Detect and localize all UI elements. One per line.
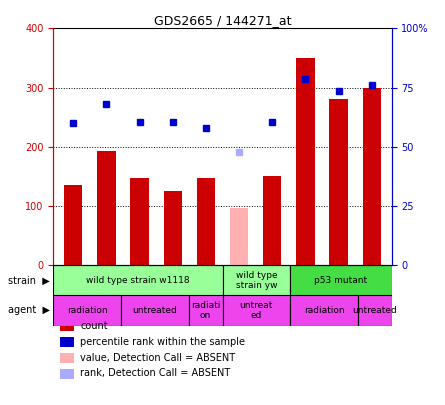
Text: untreat
ed: untreat ed xyxy=(239,301,273,320)
Bar xyxy=(329,99,348,265)
Text: rank, Detection Call = ABSENT: rank, Detection Call = ABSENT xyxy=(81,369,231,379)
FancyBboxPatch shape xyxy=(53,265,222,295)
Bar xyxy=(130,177,149,265)
Text: percentile rank within the sample: percentile rank within the sample xyxy=(81,337,246,347)
Bar xyxy=(60,337,74,347)
Bar xyxy=(60,353,74,363)
Text: radiation: radiation xyxy=(303,306,344,315)
Bar xyxy=(60,369,74,379)
Bar xyxy=(97,151,116,265)
Text: count: count xyxy=(81,320,108,330)
FancyBboxPatch shape xyxy=(189,295,222,326)
FancyBboxPatch shape xyxy=(290,265,392,295)
Title: GDS2665 / 144271_at: GDS2665 / 144271_at xyxy=(154,14,291,27)
Bar xyxy=(164,191,182,265)
Bar xyxy=(263,177,281,265)
FancyBboxPatch shape xyxy=(121,295,189,326)
FancyBboxPatch shape xyxy=(53,295,121,326)
Text: wild type strain w1118: wild type strain w1118 xyxy=(86,276,190,285)
Text: untreated: untreated xyxy=(352,306,397,315)
Text: wild type
strain yw: wild type strain yw xyxy=(235,271,277,290)
Bar xyxy=(64,185,82,265)
Bar xyxy=(363,87,381,265)
FancyBboxPatch shape xyxy=(358,295,392,326)
FancyBboxPatch shape xyxy=(222,295,290,326)
Bar xyxy=(60,321,74,331)
FancyBboxPatch shape xyxy=(290,295,358,326)
Text: strain  ▶: strain ▶ xyxy=(8,275,50,285)
Text: radiation: radiation xyxy=(67,306,108,315)
Text: untreated: untreated xyxy=(133,306,177,315)
Bar xyxy=(197,177,215,265)
Text: agent  ▶: agent ▶ xyxy=(8,305,50,315)
Bar xyxy=(296,58,315,265)
Text: radiati
on: radiati on xyxy=(191,301,220,320)
FancyBboxPatch shape xyxy=(222,265,290,295)
Bar xyxy=(230,209,248,265)
Text: value, Detection Call = ABSENT: value, Detection Call = ABSENT xyxy=(81,352,235,362)
Text: p53 mutant: p53 mutant xyxy=(314,276,368,285)
